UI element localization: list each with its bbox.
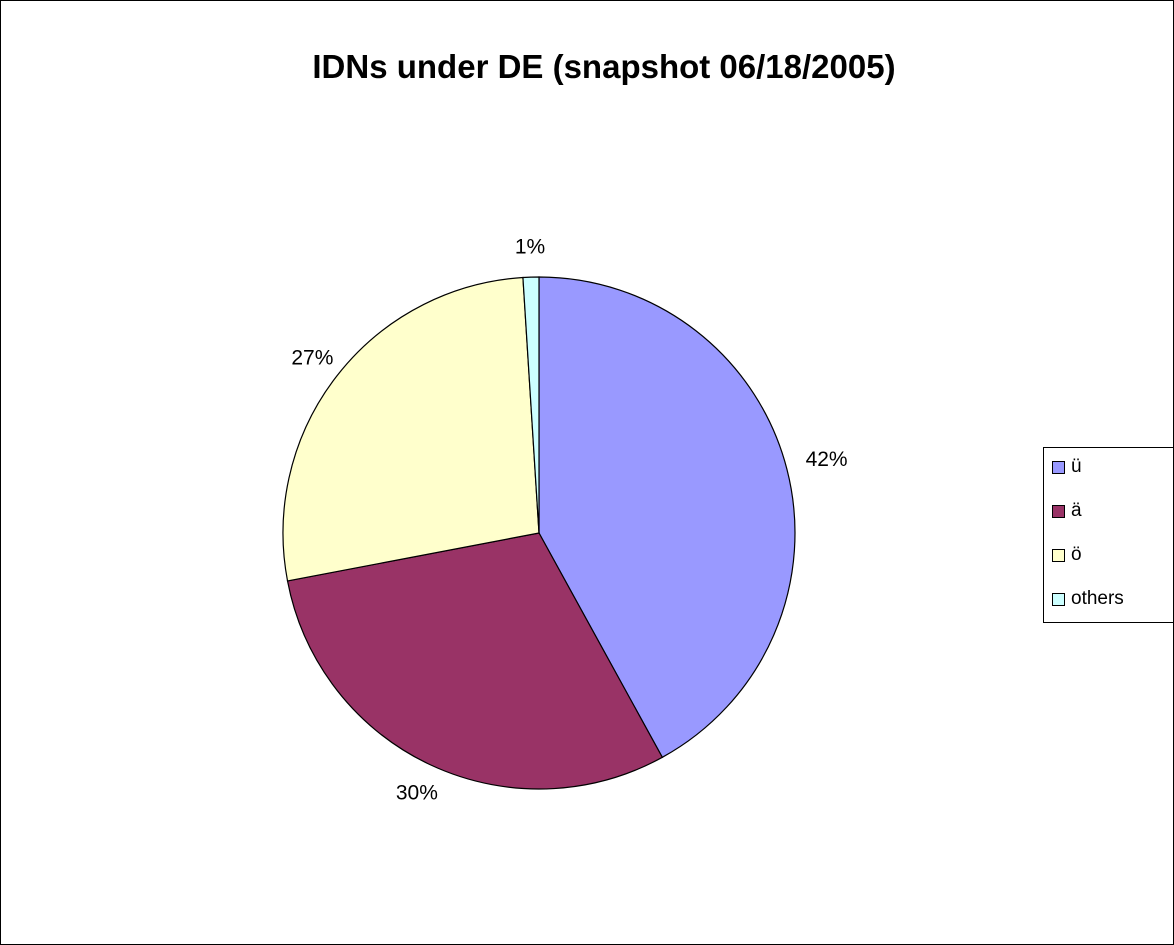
pie-slice-o	[282, 276, 540, 582]
legend-item-o-umlaut: ö	[1052, 544, 1082, 566]
pie-slice-u	[538, 276, 796, 759]
slice-label-a: 30%	[396, 781, 438, 804]
legend-label: ä	[1071, 500, 1082, 521]
chart-title: IDNs under DE (snapshot 06/18/2005)	[312, 48, 895, 85]
slice-label-u: 42%	[806, 448, 848, 471]
slice-label-others: 1%	[515, 235, 545, 258]
legend-item-a-umlaut: ä	[1052, 500, 1082, 522]
legend-item-u-umlaut: ü	[1052, 456, 1082, 478]
pie-labels: 42% 30% 27% 1%	[291, 235, 847, 804]
slice-label-o: 27%	[291, 346, 333, 369]
pie-slice-others	[522, 276, 540, 534]
legend-label: others	[1071, 588, 1124, 609]
legend-item-others: others	[1052, 588, 1124, 610]
legend-label: ü	[1071, 456, 1082, 477]
legend: ü ä ö others	[1043, 447, 1173, 623]
legend-label: ö	[1071, 544, 1082, 565]
pie-slices	[282, 276, 796, 790]
pie-slice-a	[286, 532, 664, 790]
legend-swatch	[1052, 548, 1065, 562]
legend-swatch	[1052, 504, 1065, 518]
legend-swatch	[1052, 460, 1065, 474]
legend-swatch	[1052, 592, 1065, 606]
